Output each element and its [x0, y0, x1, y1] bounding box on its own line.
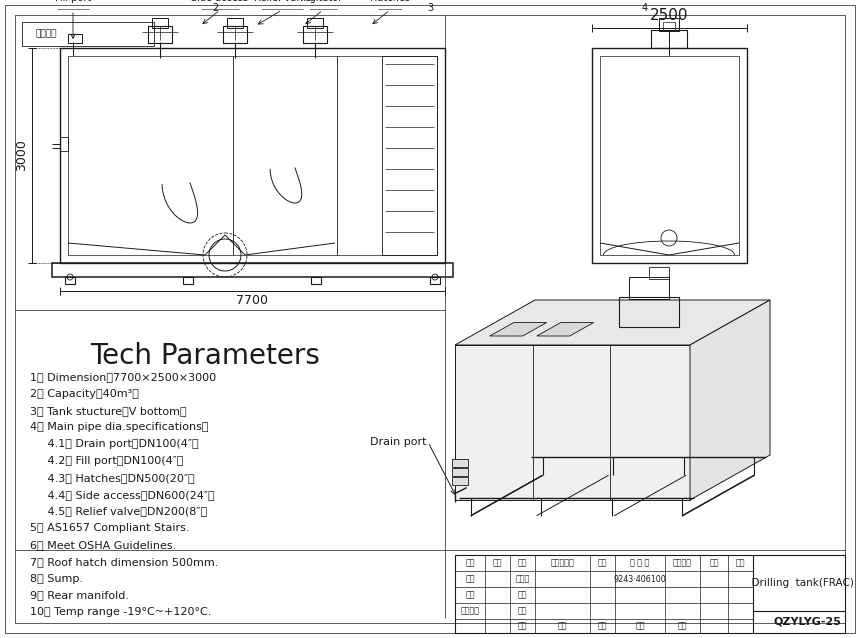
Bar [65, 277, 75, 284]
Text: QZYLYG-25: QZYLYG-25 [773, 617, 841, 627]
Text: 8． Sump.: 8． Sump. [30, 574, 83, 584]
Text: 2500: 2500 [650, 8, 688, 24]
Bar [648, 267, 668, 279]
Text: Tech Parameters: Tech Parameters [90, 342, 320, 370]
Text: 标记: 标记 [465, 558, 475, 567]
Text: Drilling  tank(FRAC): Drilling tank(FRAC) [745, 578, 853, 588]
Bar [152, 18, 168, 28]
Text: 版本: 版本 [636, 621, 645, 630]
Bar [452, 459, 468, 467]
Bar [651, 30, 687, 48]
Text: 4． Main pipe dia.specifications：: 4． Main pipe dia.specifications： [30, 422, 208, 433]
Bar [307, 18, 323, 28]
Bar [659, 18, 679, 31]
Text: 4: 4 [642, 3, 648, 13]
Polygon shape [455, 345, 690, 500]
Text: 替代: 替代 [678, 621, 687, 630]
Bar [60, 48, 445, 263]
Text: 批准: 批准 [518, 621, 527, 630]
Bar [663, 22, 675, 30]
Polygon shape [690, 300, 770, 500]
Text: 9． Rear manifold.: 9． Rear manifold. [30, 590, 129, 600]
Text: 4.1． Drain port：DN100(4″）: 4.1． Drain port：DN100(4″） [30, 439, 199, 449]
Bar [227, 18, 243, 28]
Text: 重量: 重量 [710, 558, 719, 567]
Polygon shape [490, 322, 547, 336]
Text: 处置: 处置 [493, 558, 502, 567]
Text: 图度标记: 图度标记 [673, 558, 692, 567]
Bar [455, 555, 845, 633]
Text: Drain port: Drain port [370, 437, 427, 447]
Bar [629, 276, 668, 299]
Text: 投出: 投出 [558, 621, 568, 630]
Text: 4.5． Relief valve：DN200(8″）: 4.5． Relief valve：DN200(8″） [30, 507, 207, 516]
Text: 更改文件号: 更改文件号 [550, 558, 574, 567]
Polygon shape [455, 300, 770, 345]
Text: 4.3． Hatches：DN500(20″）: 4.3． Hatches：DN500(20″） [30, 473, 194, 483]
Text: 5． AS1657 Compliant Stairs.: 5． AS1657 Compliant Stairs. [30, 523, 189, 533]
Bar [22, 22, 154, 46]
Text: 主管设计: 主管设计 [460, 607, 480, 616]
Text: 7700: 7700 [236, 295, 268, 308]
Text: 6． Meet OSHA Guidelines.: 6． Meet OSHA Guidelines. [30, 540, 176, 550]
Text: 3． Tank stucture：V bottom。: 3． Tank stucture：V bottom。 [30, 406, 187, 415]
Bar [52, 263, 453, 277]
Bar [592, 48, 747, 263]
Text: 核准: 核准 [598, 621, 607, 630]
Text: Fill port: Fill port [55, 0, 91, 3]
Bar [60, 137, 68, 151]
Text: Relief valve: Relief valve [254, 0, 310, 3]
Text: Side access: Side access [192, 0, 249, 3]
Text: 参考图。: 参考图。 [36, 29, 58, 38]
Bar [382, 56, 437, 255]
Text: Agitator: Agitator [304, 0, 342, 3]
Bar [183, 277, 193, 284]
Bar [68, 56, 437, 255]
Text: 签名: 签名 [598, 558, 607, 567]
Text: 标准化: 标准化 [515, 574, 530, 584]
Text: 年 月 日: 年 月 日 [630, 558, 649, 567]
Text: 工艺: 工艺 [518, 591, 527, 600]
Text: 比例: 比例 [736, 558, 746, 567]
Text: 9243·406100: 9243·406100 [614, 574, 666, 584]
Text: 2: 2 [212, 3, 218, 13]
Text: 1． Dimension：7700×2500×3000: 1． Dimension：7700×2500×3000 [30, 372, 216, 382]
Text: 10． Temp range -19°C~+120°C.: 10． Temp range -19°C~+120°C. [30, 607, 212, 617]
Bar [452, 477, 468, 486]
Text: 3000: 3000 [15, 139, 28, 171]
Bar [223, 26, 247, 43]
Text: 4.4． Side access：DN600(24″）: 4.4． Side access：DN600(24″） [30, 489, 215, 500]
Text: 分区: 分区 [518, 558, 527, 567]
Bar [430, 277, 440, 284]
Polygon shape [537, 322, 593, 336]
Text: 4.2． Fill port：DN100(4″）: 4.2． Fill port：DN100(4″） [30, 456, 183, 466]
Bar [618, 297, 679, 327]
Bar [452, 468, 468, 476]
Text: 审批: 审批 [518, 607, 527, 616]
Text: 7． Roof hatch dimension 500mm.: 7． Roof hatch dimension 500mm. [30, 557, 218, 567]
Text: 2． Capacity：40m³。: 2． Capacity：40m³。 [30, 389, 138, 399]
Bar [600, 56, 739, 255]
Text: 3: 3 [427, 3, 433, 13]
Bar [303, 26, 327, 43]
Bar [68, 34, 82, 43]
Text: 校核: 校核 [465, 591, 475, 600]
Bar [311, 277, 321, 284]
Text: 设计: 设计 [465, 574, 475, 584]
Bar [148, 26, 172, 43]
Text: Hatches: Hatches [370, 0, 410, 3]
